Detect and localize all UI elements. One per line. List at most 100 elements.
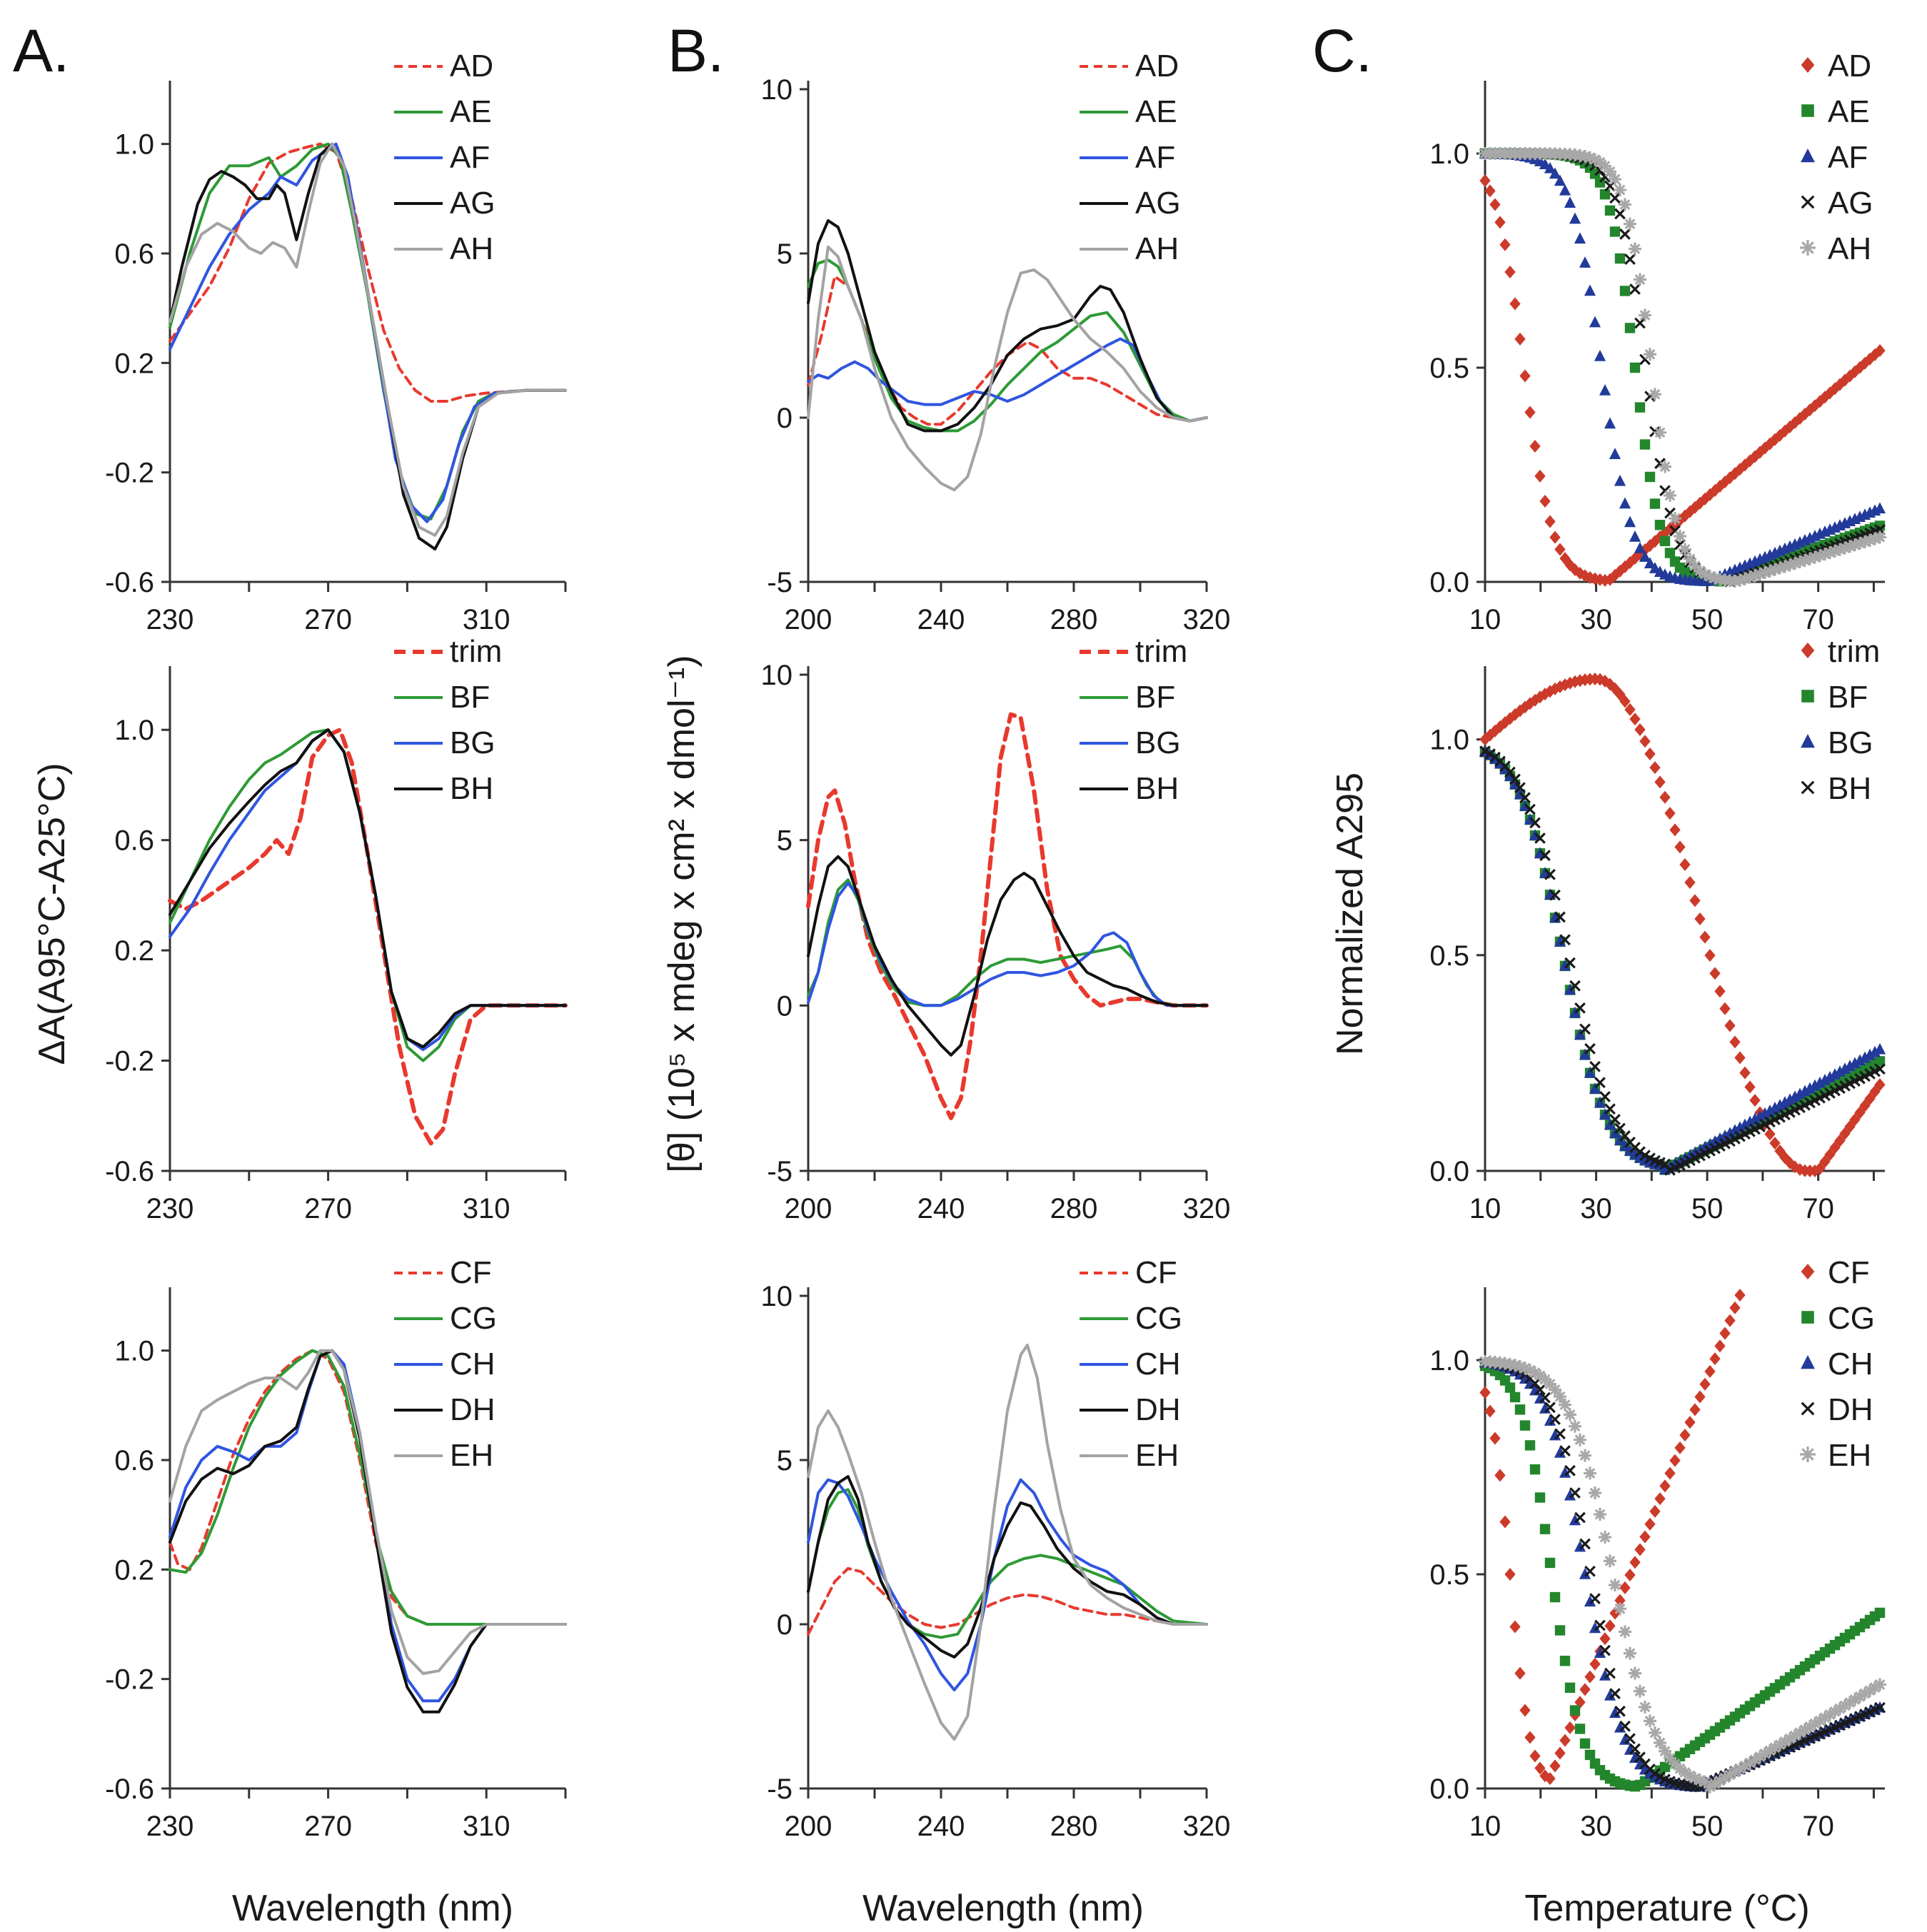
data-point	[1584, 1066, 1596, 1078]
data-point	[1629, 1556, 1641, 1569]
data-point	[1604, 1667, 1616, 1679]
data-point	[1714, 1774, 1726, 1788]
data-point	[1834, 1134, 1846, 1147]
y-tick-label: 5	[777, 1445, 793, 1476]
y-tick-label: 0	[777, 1609, 793, 1641]
series-points-ch	[1479, 1356, 1886, 1792]
data-point	[1819, 1154, 1831, 1168]
data-point	[1634, 723, 1646, 736]
y-tick-label: -0.6	[105, 567, 154, 598]
y-tick-label: 0.2	[114, 348, 154, 379]
y-tick-label: 0.0	[1429, 567, 1469, 598]
data-point	[1848, 538, 1861, 552]
y-tick-label: 0.0	[1429, 1773, 1469, 1805]
data-point	[1579, 1538, 1591, 1550]
data-point	[1639, 439, 1651, 450]
legend-marker-bf	[1801, 690, 1814, 703]
data-point	[1634, 1751, 1646, 1764]
data-point	[1634, 402, 1646, 413]
chart-a3: 1.0 0.6 0.2 -0.2 -0.6 230 270 310 CF CG CH DH EH	[105, 1255, 567, 1842]
data-point	[1609, 1578, 1621, 1591]
data-point	[1564, 1721, 1576, 1734]
series-line-bh	[168, 728, 567, 1049]
data-point	[1874, 1701, 1886, 1714]
data-point	[1494, 1469, 1506, 1482]
data-point	[1614, 1594, 1626, 1607]
data-point	[1679, 857, 1691, 871]
series-points-bh	[1479, 745, 1886, 1176]
y-tick-label: 10	[761, 74, 793, 106]
data-point	[1554, 935, 1566, 947]
data-point	[1614, 183, 1626, 197]
data-point	[1589, 316, 1601, 328]
data-point	[1639, 1701, 1651, 1714]
data-point	[1684, 876, 1696, 890]
data-point	[1754, 1750, 1766, 1764]
data-point	[1594, 1646, 1606, 1659]
data-point	[1579, 1023, 1591, 1035]
data-point	[1858, 1687, 1871, 1701]
data-point	[1559, 183, 1571, 196]
data-point	[1764, 564, 1776, 578]
data-point	[1714, 1339, 1726, 1353]
y-tick-label: 0.6	[114, 825, 154, 857]
series-points-bg	[1479, 745, 1886, 1175]
data-point	[1644, 471, 1656, 483]
data-point	[1854, 1106, 1866, 1120]
data-point	[1709, 1352, 1721, 1366]
data-point	[1674, 1441, 1686, 1454]
data-point	[1844, 1120, 1856, 1133]
series-points-dh	[1479, 1356, 1886, 1793]
data-point	[1529, 1366, 1541, 1379]
legend-label-cf: CF	[1135, 1255, 1177, 1290]
y-tick-label: 1.0	[114, 1336, 154, 1367]
y-tick-label: 1.0	[1429, 725, 1469, 756]
legend-label-ch: CH	[1828, 1347, 1873, 1382]
data-point	[1634, 1684, 1646, 1698]
data-point	[1778, 560, 1791, 573]
legend-label-bg: BG	[450, 725, 495, 760]
data-point	[1614, 688, 1626, 701]
data-point	[1569, 1705, 1581, 1716]
data-point	[1649, 1504, 1661, 1518]
data-point	[1534, 1492, 1546, 1503]
data-point	[1624, 1569, 1636, 1582]
data-point	[1843, 1696, 1856, 1709]
data-point	[1504, 1382, 1516, 1393]
x-tick-label: 230	[146, 1811, 194, 1842]
data-point	[1504, 766, 1516, 778]
legend-label-ae: AE	[1828, 94, 1870, 129]
series-line-bh	[807, 855, 1208, 1057]
y-tick-label: 0.5	[1429, 940, 1469, 972]
data-point	[1669, 823, 1681, 837]
legend-marker-bg	[1801, 734, 1815, 748]
data-point	[1768, 563, 1781, 576]
legend-label-dh: DH	[1135, 1392, 1181, 1427]
data-point	[1659, 790, 1671, 804]
data-point	[1824, 1148, 1836, 1162]
data-point	[1539, 1392, 1551, 1404]
data-point	[1514, 332, 1526, 346]
series-line-ae	[168, 142, 567, 520]
legend-label-bh: BH	[450, 771, 493, 806]
series-line-cg	[807, 1488, 1208, 1639]
data-point	[1669, 1454, 1681, 1467]
data-point	[1494, 216, 1506, 229]
data-point	[1559, 1656, 1571, 1666]
data-point	[1544, 1557, 1556, 1569]
data-point	[1798, 1723, 1811, 1736]
data-point	[1644, 1714, 1656, 1728]
legend-label-trim: trim	[450, 634, 502, 669]
data-point	[1664, 488, 1676, 502]
data-point	[1644, 1517, 1656, 1531]
data-point	[1803, 1720, 1816, 1734]
legend-label-ah: AH	[1135, 231, 1179, 266]
series-line-bg	[807, 881, 1208, 1007]
legend-label-ah: AH	[1828, 231, 1871, 266]
data-point	[1684, 552, 1696, 565]
data-point	[1724, 1768, 1736, 1781]
legend-marker-eh	[1800, 1447, 1816, 1462]
data-point	[1654, 426, 1666, 439]
x-tick-label: 10	[1469, 1811, 1501, 1842]
